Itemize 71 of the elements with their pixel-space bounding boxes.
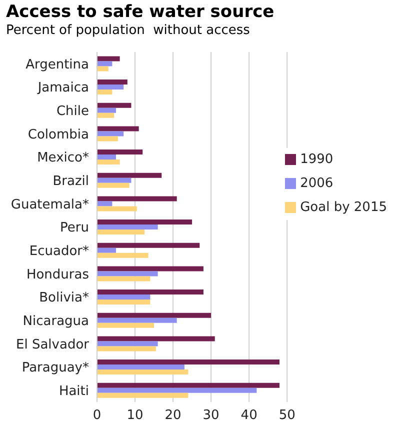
- bar: [97, 230, 145, 235]
- x-tick-label: 0: [92, 408, 102, 424]
- bar: [97, 224, 158, 230]
- y-tick-label: Mexico*: [37, 150, 90, 166]
- y-tick-label: Argentina: [26, 57, 89, 72]
- bar: [97, 300, 150, 305]
- bar: [97, 271, 158, 276]
- chart-title: Access to safe water source: [6, 2, 274, 22]
- bar: [97, 266, 204, 272]
- bar: [97, 178, 132, 183]
- y-tick-label: Peru: [60, 220, 89, 236]
- x-tick-label: 40: [240, 408, 258, 424]
- bar: [97, 201, 112, 206]
- y-tick-label: Colombia: [28, 127, 89, 142]
- bar: [97, 341, 158, 346]
- bar: [97, 370, 188, 375]
- bar: [97, 242, 200, 248]
- bar: [97, 252, 148, 258]
- bar: [97, 80, 128, 85]
- y-tick-label: Nicaragua: [22, 314, 89, 329]
- bar: [97, 248, 116, 253]
- x-tick-label: 30: [202, 408, 220, 424]
- bar: [97, 196, 177, 202]
- bar: [97, 206, 137, 212]
- y-tick-label: Jamaica: [36, 80, 89, 96]
- bar: [97, 136, 118, 142]
- bar: [97, 150, 143, 155]
- bar: [97, 84, 124, 90]
- x-tick-label: 10: [126, 408, 144, 424]
- legend-label: Goal by 2015: [300, 200, 387, 215]
- bar: [97, 294, 150, 300]
- bar: [97, 392, 188, 398]
- chart-subtitle: Percent of population without access: [6, 23, 250, 38]
- x-tick-label: 50: [278, 408, 296, 424]
- y-tick-label: El Salvador: [16, 337, 90, 352]
- legend-label: 1990: [300, 152, 334, 167]
- y-tick-label: Brazil: [52, 174, 89, 189]
- bar: [97, 61, 112, 66]
- y-tick-label: Haiti: [58, 384, 89, 399]
- bar: [97, 66, 108, 72]
- bar: [97, 160, 120, 165]
- bar: [97, 290, 204, 295]
- y-tick-label: Ecuador*: [29, 244, 90, 259]
- y-tick-label: Guatemala*: [10, 197, 90, 212]
- bar: [97, 90, 112, 95]
- y-tick-label: Bolivia*: [39, 290, 90, 306]
- bar: [97, 220, 192, 225]
- bar: [97, 154, 116, 160]
- y-tick-label: Honduras: [26, 267, 90, 282]
- bar: [97, 112, 114, 118]
- bar: [97, 56, 120, 62]
- y-tick-label: Chile: [56, 104, 89, 119]
- bar: [97, 102, 132, 108]
- bar: [97, 346, 156, 352]
- bar: [97, 126, 139, 132]
- bar: [97, 312, 212, 318]
- bar: [97, 322, 154, 328]
- bar: [97, 108, 116, 113]
- bar: [97, 336, 215, 342]
- x-tick-label: 20: [164, 408, 182, 424]
- bar: [97, 182, 130, 188]
- bar: [97, 172, 162, 178]
- bar: [97, 388, 257, 393]
- bar: [97, 318, 177, 323]
- bar: [97, 276, 150, 282]
- y-tick-label: Paraguay*: [22, 360, 90, 376]
- legend-label: 2006: [300, 176, 334, 191]
- bar: [97, 382, 280, 388]
- bar: [97, 364, 184, 370]
- bar: [97, 360, 280, 365]
- bar: [97, 131, 124, 136]
